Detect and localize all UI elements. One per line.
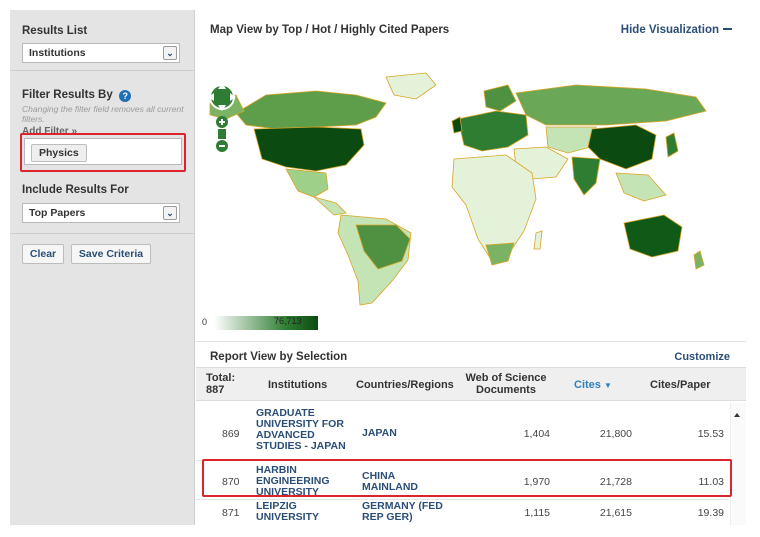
scroll-up-arrow-icon[interactable]	[734, 413, 740, 417]
table-header: Total: 887 Institutions Countries/Region…	[196, 367, 746, 401]
map-region-uk	[451, 116, 463, 134]
report-header: Report View by Selection Customize	[196, 341, 746, 367]
chevron-down-icon[interactable]: ⌄	[163, 206, 177, 220]
map-region-southeast-asia	[615, 172, 667, 202]
filter-input[interactable]: Physics	[24, 138, 182, 165]
row-institution[interactable]: LEIPZIG UNIVERSITY	[256, 500, 320, 523]
column-cites[interactable]: Cites ▼	[574, 379, 612, 391]
legend-max-value: 76,713	[274, 316, 302, 326]
customize-link[interactable]: Customize	[674, 351, 730, 363]
map-region-india	[571, 156, 601, 196]
results-list-select[interactable]: Institutions ⌄	[22, 43, 180, 63]
map-region-japan	[665, 132, 679, 158]
report-title: Report View by Selection	[210, 351, 348, 363]
total-count: Total: 887	[206, 372, 235, 396]
include-results-select[interactable]: Top Papers ⌄	[22, 203, 180, 223]
column-wos-documents-line1: Web of Science	[465, 372, 547, 384]
zoom-out-icon[interactable]	[216, 140, 228, 152]
zoom-slider	[218, 129, 226, 139]
map-region-brazil	[355, 224, 411, 270]
results-list-label: Results List	[22, 25, 88, 37]
sidebar-divider	[10, 233, 195, 234]
column-countries[interactable]: Countries/Regions	[356, 379, 454, 391]
include-results-value: Top Papers	[29, 207, 86, 219]
map-region-south-africa	[485, 242, 515, 266]
minus-icon	[723, 28, 732, 30]
map-region-china	[587, 124, 657, 170]
highlight-frame-row	[202, 459, 732, 497]
zoom-in-icon[interactable]	[216, 116, 228, 128]
row-cites-per-paper: 15.53	[697, 428, 724, 440]
map-region-central-asia	[545, 126, 599, 154]
filter-chip-physics[interactable]: Physics	[31, 144, 87, 162]
row-docs: 1,404	[523, 428, 550, 440]
filter-note: Changing the filter field removes all cu…	[22, 104, 184, 124]
row-cites: 21,728	[599, 476, 632, 488]
map-region-greenland	[385, 72, 437, 100]
row-cites: 21,800	[599, 428, 632, 440]
column-wos-documents[interactable]: Web of Science Documents	[464, 372, 548, 396]
column-cites-per-paper[interactable]: Cites/Paper	[650, 379, 711, 391]
row-institution[interactable]: GRADUATE UNIVERSITY FOR ADVANCED STUDIES…	[256, 407, 346, 452]
table-row[interactable]: 869 GRADUATE UNIVERSITY FOR ADVANCED STU…	[196, 408, 728, 458]
row-cites-per-paper: 19.39	[697, 507, 724, 519]
filter-by-label: Filter Results By	[22, 89, 113, 101]
row-rank: 869	[222, 428, 240, 440]
row-cites-per-paper: 11.03	[698, 476, 725, 488]
map-region-australia	[623, 214, 683, 258]
highlight-frame-filter	[20, 133, 186, 172]
sort-desc-icon: ▼	[603, 381, 612, 390]
row-country[interactable]: GERMANY (FED REP GER)	[362, 500, 443, 523]
hide-visualization-label: Hide Visualization	[620, 24, 719, 36]
map-region-new-zealand	[693, 250, 705, 270]
row-country[interactable]: JAPAN	[362, 427, 397, 439]
row-docs: 1,115	[524, 507, 551, 519]
map-region-russia	[515, 84, 707, 126]
row-rank: 870	[222, 476, 240, 488]
legend-min-value: 0	[202, 317, 208, 327]
map-region-usa	[253, 126, 365, 172]
chevron-down-icon[interactable]: ⌄	[163, 46, 177, 60]
map-region-canada	[235, 90, 387, 130]
main-panel: Map View by Top / Hot / Highly Cited Pap…	[196, 10, 746, 525]
row-country[interactable]: CHINA MAINLAND	[362, 470, 418, 493]
clear-button[interactable]: Clear	[22, 244, 64, 264]
row-institution[interactable]: HARBIN ENGINEERING UNIVERSITY	[256, 464, 330, 498]
help-icon[interactable]: ?	[119, 90, 132, 102]
results-list-value: Institutions	[29, 47, 86, 59]
row-rank: 871	[222, 507, 240, 519]
sidebar-divider	[10, 70, 195, 71]
include-results-label: Include Results For	[22, 184, 129, 196]
sidebar: Results List Institutions ⌄ Filter Resul…	[10, 10, 195, 525]
map-region-madagascar	[533, 230, 543, 250]
row-docs: 1,970	[523, 476, 550, 488]
map-region-scandinavia	[483, 84, 517, 112]
column-institutions[interactable]: Institutions	[268, 379, 328, 391]
map-region-mexico	[285, 168, 329, 198]
row-divider	[196, 499, 728, 500]
save-criteria-button[interactable]: Save Criteria	[71, 244, 151, 264]
map-view-title: Map View by Top / Hot / Highly Cited Pap…	[210, 24, 450, 36]
map-pan-control[interactable]	[208, 83, 236, 111]
column-wos-documents-line2: Documents	[476, 384, 536, 396]
total-value: 887	[206, 384, 225, 396]
add-filter-label: Add Filter »	[22, 126, 78, 137]
map-legend-scale	[214, 316, 318, 330]
table-row[interactable]: 871 LEIPZIG UNIVERSITY GERMANY (FED REP …	[196, 500, 728, 525]
map-region-europe	[457, 110, 529, 152]
hide-visualization-link[interactable]: Hide Visualization	[621, 24, 732, 36]
total-label: Total:	[206, 372, 236, 384]
column-cites-label: Cites	[574, 379, 601, 391]
world-map[interactable]	[196, 55, 746, 315]
map-region-central-america	[313, 196, 347, 216]
table-scrollbar[interactable]	[730, 403, 746, 525]
row-cites: 21,615	[599, 507, 632, 519]
table-row[interactable]: 870 HARBIN ENGINEERING UNIVERSITY CHINA …	[196, 464, 728, 498]
